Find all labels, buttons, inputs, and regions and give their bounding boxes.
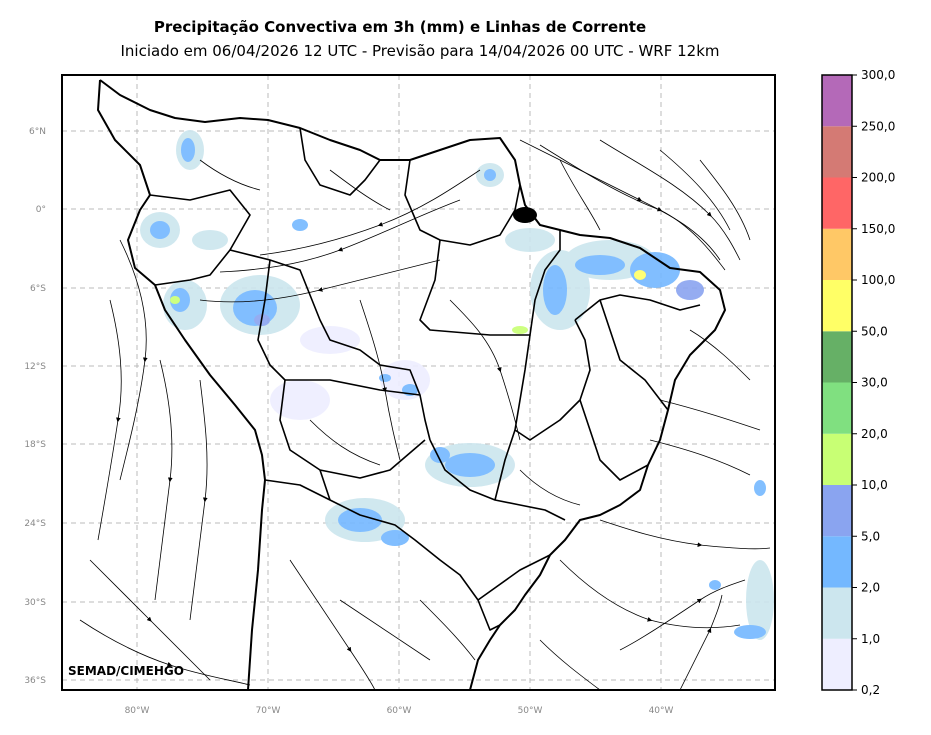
amazon-delta [513,207,537,223]
colorbar-label: 0,2 [861,683,880,697]
colorbar-segment [822,331,852,383]
colorbar: 0,2 1,0 2,0 5,0 10,0 20,0 30,0 50,0 100,0 150,0 20… [821,68,895,697]
colorbar-segment [822,177,852,229]
lat-tick-label: 30°S [24,598,46,608]
colorbar-label: 300,0 [861,68,895,82]
map-title: Precipitação Convectiva em 3h (mm) e Lin… [153,18,647,36]
lon-tick-label: 60°W [387,706,412,716]
streamlines [79,139,771,690]
lon-tick-label: 80°W [125,706,150,716]
colorbar-label: 50,0 [861,324,888,338]
colorbar-label: 20,0 [861,427,888,441]
colorbar-segment [822,485,852,537]
colorbar-label: 2,0 [861,581,880,595]
lon-tick-label: 40°W [649,706,674,716]
lat-tick-label: 6°N [29,127,46,137]
lat-tick-label: 18°S [24,440,46,450]
colorbar-segment [822,587,852,639]
colorbar-label: 5,0 [861,529,880,543]
lat-gridlines [62,130,775,681]
lat-tick-label: 24°S [24,519,46,529]
lat-tick-labels: 6°N 0° 6°S 12°S 18°S 24°S 30°S 36°S [24,127,46,686]
lat-tick-label: 0° [36,205,46,215]
credit-label: SEMAD/CIMEHGO [68,664,184,678]
colorbar-label: 150,0 [861,222,895,236]
colorbar-label: 200,0 [861,171,895,185]
lat-tick-label: 12°S [24,362,46,372]
lat-tick-label: 6°S [30,284,46,294]
colorbar-label: 10,0 [861,478,888,492]
colorbar-label: 100,0 [861,273,895,287]
colorbar-segment [822,536,852,588]
colorbar-label: 250,0 [861,119,895,133]
lon-tick-label: 70°W [256,706,281,716]
colorbar-segment [822,433,852,485]
map-subtitle: Iniciado em 06/04/2026 12 UTC - Previsão… [120,42,720,60]
colorbar-label: 30,0 [861,376,888,390]
colorbar-segment [822,382,852,434]
lon-tick-label: 50°W [518,706,543,716]
colorbar-segment [822,126,852,178]
colorbar-segment [822,75,852,127]
colorbar-segment [822,228,852,280]
colorbar-label: 1,0 [861,632,880,646]
boundaries [97,79,726,690]
lat-tick-label: 36°S [24,676,46,686]
colorbar-segment [822,280,852,332]
colorbar-segment [822,638,852,690]
lon-tick-labels: 80°W 70°W 60°W 50°W 40°W [125,706,674,716]
map-frame [61,74,776,691]
